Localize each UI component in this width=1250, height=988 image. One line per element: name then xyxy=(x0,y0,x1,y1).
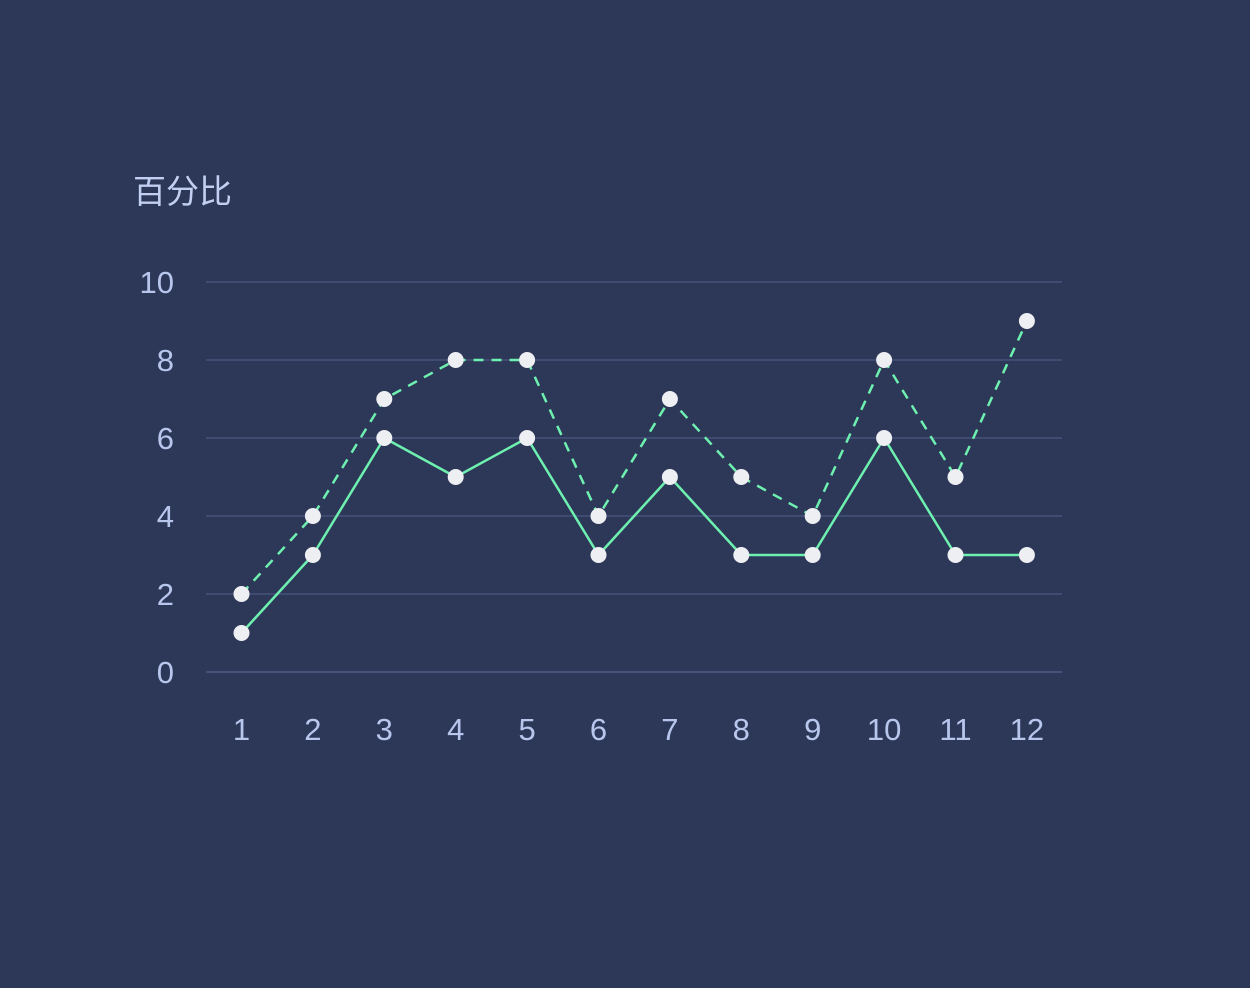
x-tick-label: 12 xyxy=(1010,712,1044,747)
data-point[interactable] xyxy=(661,391,678,407)
data-point[interactable] xyxy=(733,469,750,485)
y-tick-label: 2 xyxy=(157,577,174,612)
data-point[interactable] xyxy=(876,352,893,368)
x-tick-label: 8 xyxy=(733,712,750,747)
x-tick-label: 9 xyxy=(804,712,821,747)
x-tick-label: 1 xyxy=(233,712,250,747)
y-tick-label: 4 xyxy=(157,499,174,534)
x-tick-label: 7 xyxy=(661,712,678,747)
data-point[interactable] xyxy=(733,547,750,563)
x-tick-label: 6 xyxy=(590,712,607,747)
x-tick-label: 4 xyxy=(447,712,464,747)
series-line-dashed xyxy=(240,320,1029,595)
data-point[interactable] xyxy=(304,508,321,524)
x-axis-ticks: 1 2 3 4 5 6 7 8 9 10 11 12 xyxy=(233,712,1044,747)
data-point[interactable] xyxy=(1018,313,1035,329)
x-tick-label: 2 xyxy=(304,712,321,747)
data-point[interactable] xyxy=(661,469,678,485)
series-dashed xyxy=(233,313,1035,602)
data-point[interactable] xyxy=(590,508,607,524)
data-point[interactable] xyxy=(519,430,536,446)
x-tick-label: 5 xyxy=(518,712,535,747)
data-point[interactable] xyxy=(804,547,821,563)
y-tick-label: 10 xyxy=(140,265,174,300)
data-point[interactable] xyxy=(590,547,607,563)
y-tick-label: 6 xyxy=(157,421,174,456)
y-tick-label: 8 xyxy=(157,343,174,378)
series-solid xyxy=(233,430,1035,641)
data-point[interactable] xyxy=(519,352,536,368)
data-point[interactable] xyxy=(447,352,464,368)
data-point[interactable] xyxy=(376,391,393,407)
data-point[interactable] xyxy=(804,508,821,524)
series-group xyxy=(233,313,1035,641)
data-point[interactable] xyxy=(233,586,250,602)
x-tick-label: 3 xyxy=(376,712,393,747)
grid-lines xyxy=(206,281,1062,673)
y-tick-label: 0 xyxy=(157,655,174,690)
data-point[interactable] xyxy=(304,547,321,563)
data-point[interactable] xyxy=(876,430,893,446)
data-point[interactable] xyxy=(947,547,964,563)
y-axis-ticks: 0 2 4 6 8 10 xyxy=(140,265,174,690)
data-point[interactable] xyxy=(233,625,250,641)
x-tick-label: 10 xyxy=(867,712,901,747)
data-point[interactable] xyxy=(447,469,464,485)
data-point[interactable] xyxy=(947,469,964,485)
series-line-solid xyxy=(240,436,1027,634)
x-tick-label: 11 xyxy=(939,712,971,747)
y-axis-title: 百分比 xyxy=(133,172,232,211)
data-point[interactable] xyxy=(376,430,393,446)
data-point[interactable] xyxy=(1018,547,1035,563)
